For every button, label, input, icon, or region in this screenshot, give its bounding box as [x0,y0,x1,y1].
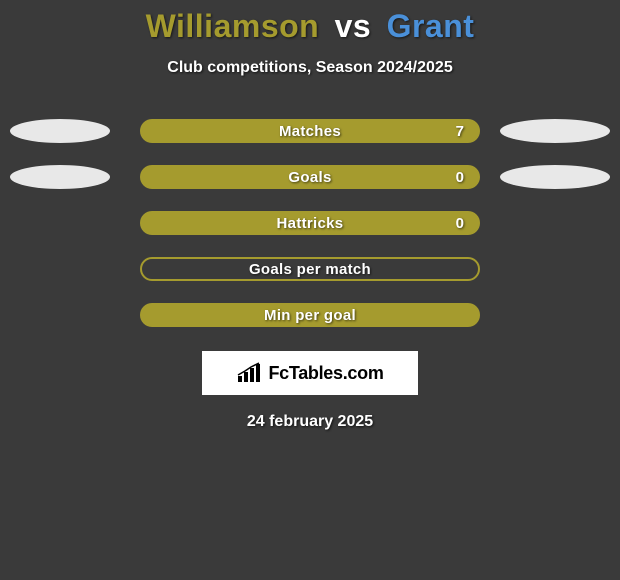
player2-name: Grant [387,8,475,44]
stat-label: Matches [279,123,341,140]
stat-value: 0 [456,215,464,232]
stat-label: Goals per match [249,261,371,278]
stat-bar: Goals per match [140,257,480,281]
logo-text: FcTables.com [268,363,383,384]
vs-separator: vs [335,8,372,44]
stat-row: Goals 0 [0,165,620,189]
stat-row: Min per goal [0,303,620,327]
bar-chart-icon [236,362,264,384]
stat-bar: Min per goal [140,303,480,327]
stat-bar: Hattricks 0 [140,211,480,235]
left-value-ellipse [10,119,110,143]
subtitle: Club competitions, Season 2024/2025 [0,59,620,77]
left-value-ellipse [10,165,110,189]
stat-label: Min per goal [264,307,356,324]
stat-row: Hattricks 0 [0,211,620,235]
stat-label: Goals [288,169,331,186]
stat-value: 0 [456,169,464,186]
stat-value: 7 [456,123,464,140]
source-logo[interactable]: FcTables.com [202,351,418,395]
stat-row: Matches 7 [0,119,620,143]
player1-name: Williamson [146,8,320,44]
stat-row: Goals per match [0,257,620,281]
comparison-title: Williamson vs Grant [0,0,620,45]
stats-container: Matches 7 Goals 0 Hattricks 0 Goals per … [0,119,620,327]
right-value-ellipse [500,165,610,189]
snapshot-date: 24 february 2025 [0,413,620,431]
stat-bar: Goals 0 [140,165,480,189]
right-value-ellipse [500,119,610,143]
stat-label: Hattricks [277,215,344,232]
stat-bar: Matches 7 [140,119,480,143]
